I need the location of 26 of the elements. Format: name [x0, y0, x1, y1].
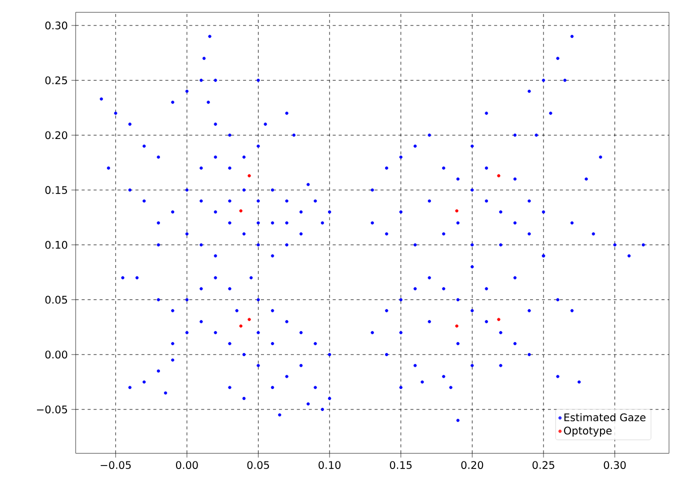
y-tick-label: 0.10	[45, 240, 68, 249]
point	[248, 318, 251, 322]
legend-label: Optotype	[564, 426, 612, 437]
y-tick-label: 0.00	[45, 350, 68, 359]
point	[455, 209, 458, 212]
point	[497, 174, 500, 178]
point	[248, 174, 251, 178]
x-tick-label: −0.05	[100, 461, 131, 469]
point	[239, 209, 242, 212]
y-tick-label: 0.30	[45, 21, 68, 30]
x-tick-label: 0.05	[247, 461, 269, 469]
y-tick-label: −0.05	[36, 405, 68, 414]
y-tick-label: 0.25	[45, 76, 68, 84]
point	[497, 318, 500, 322]
x-tick-label: 0.20	[461, 461, 484, 469]
x-tick-label: 0.10	[318, 461, 341, 469]
point	[239, 324, 242, 328]
x-tick-label: 0.25	[532, 461, 554, 469]
y-tick-label: 0.15	[45, 186, 68, 194]
x-tick-label: 0.00	[176, 461, 198, 469]
point	[455, 324, 458, 328]
legend-label: Estimated Gaze	[564, 413, 646, 422]
x-tick-label: 0.30	[604, 461, 626, 469]
y-tick-label: 0.05	[45, 296, 68, 304]
x-tick-label: 0.15	[390, 461, 412, 469]
y-tick-label: 0.20	[45, 131, 68, 140]
